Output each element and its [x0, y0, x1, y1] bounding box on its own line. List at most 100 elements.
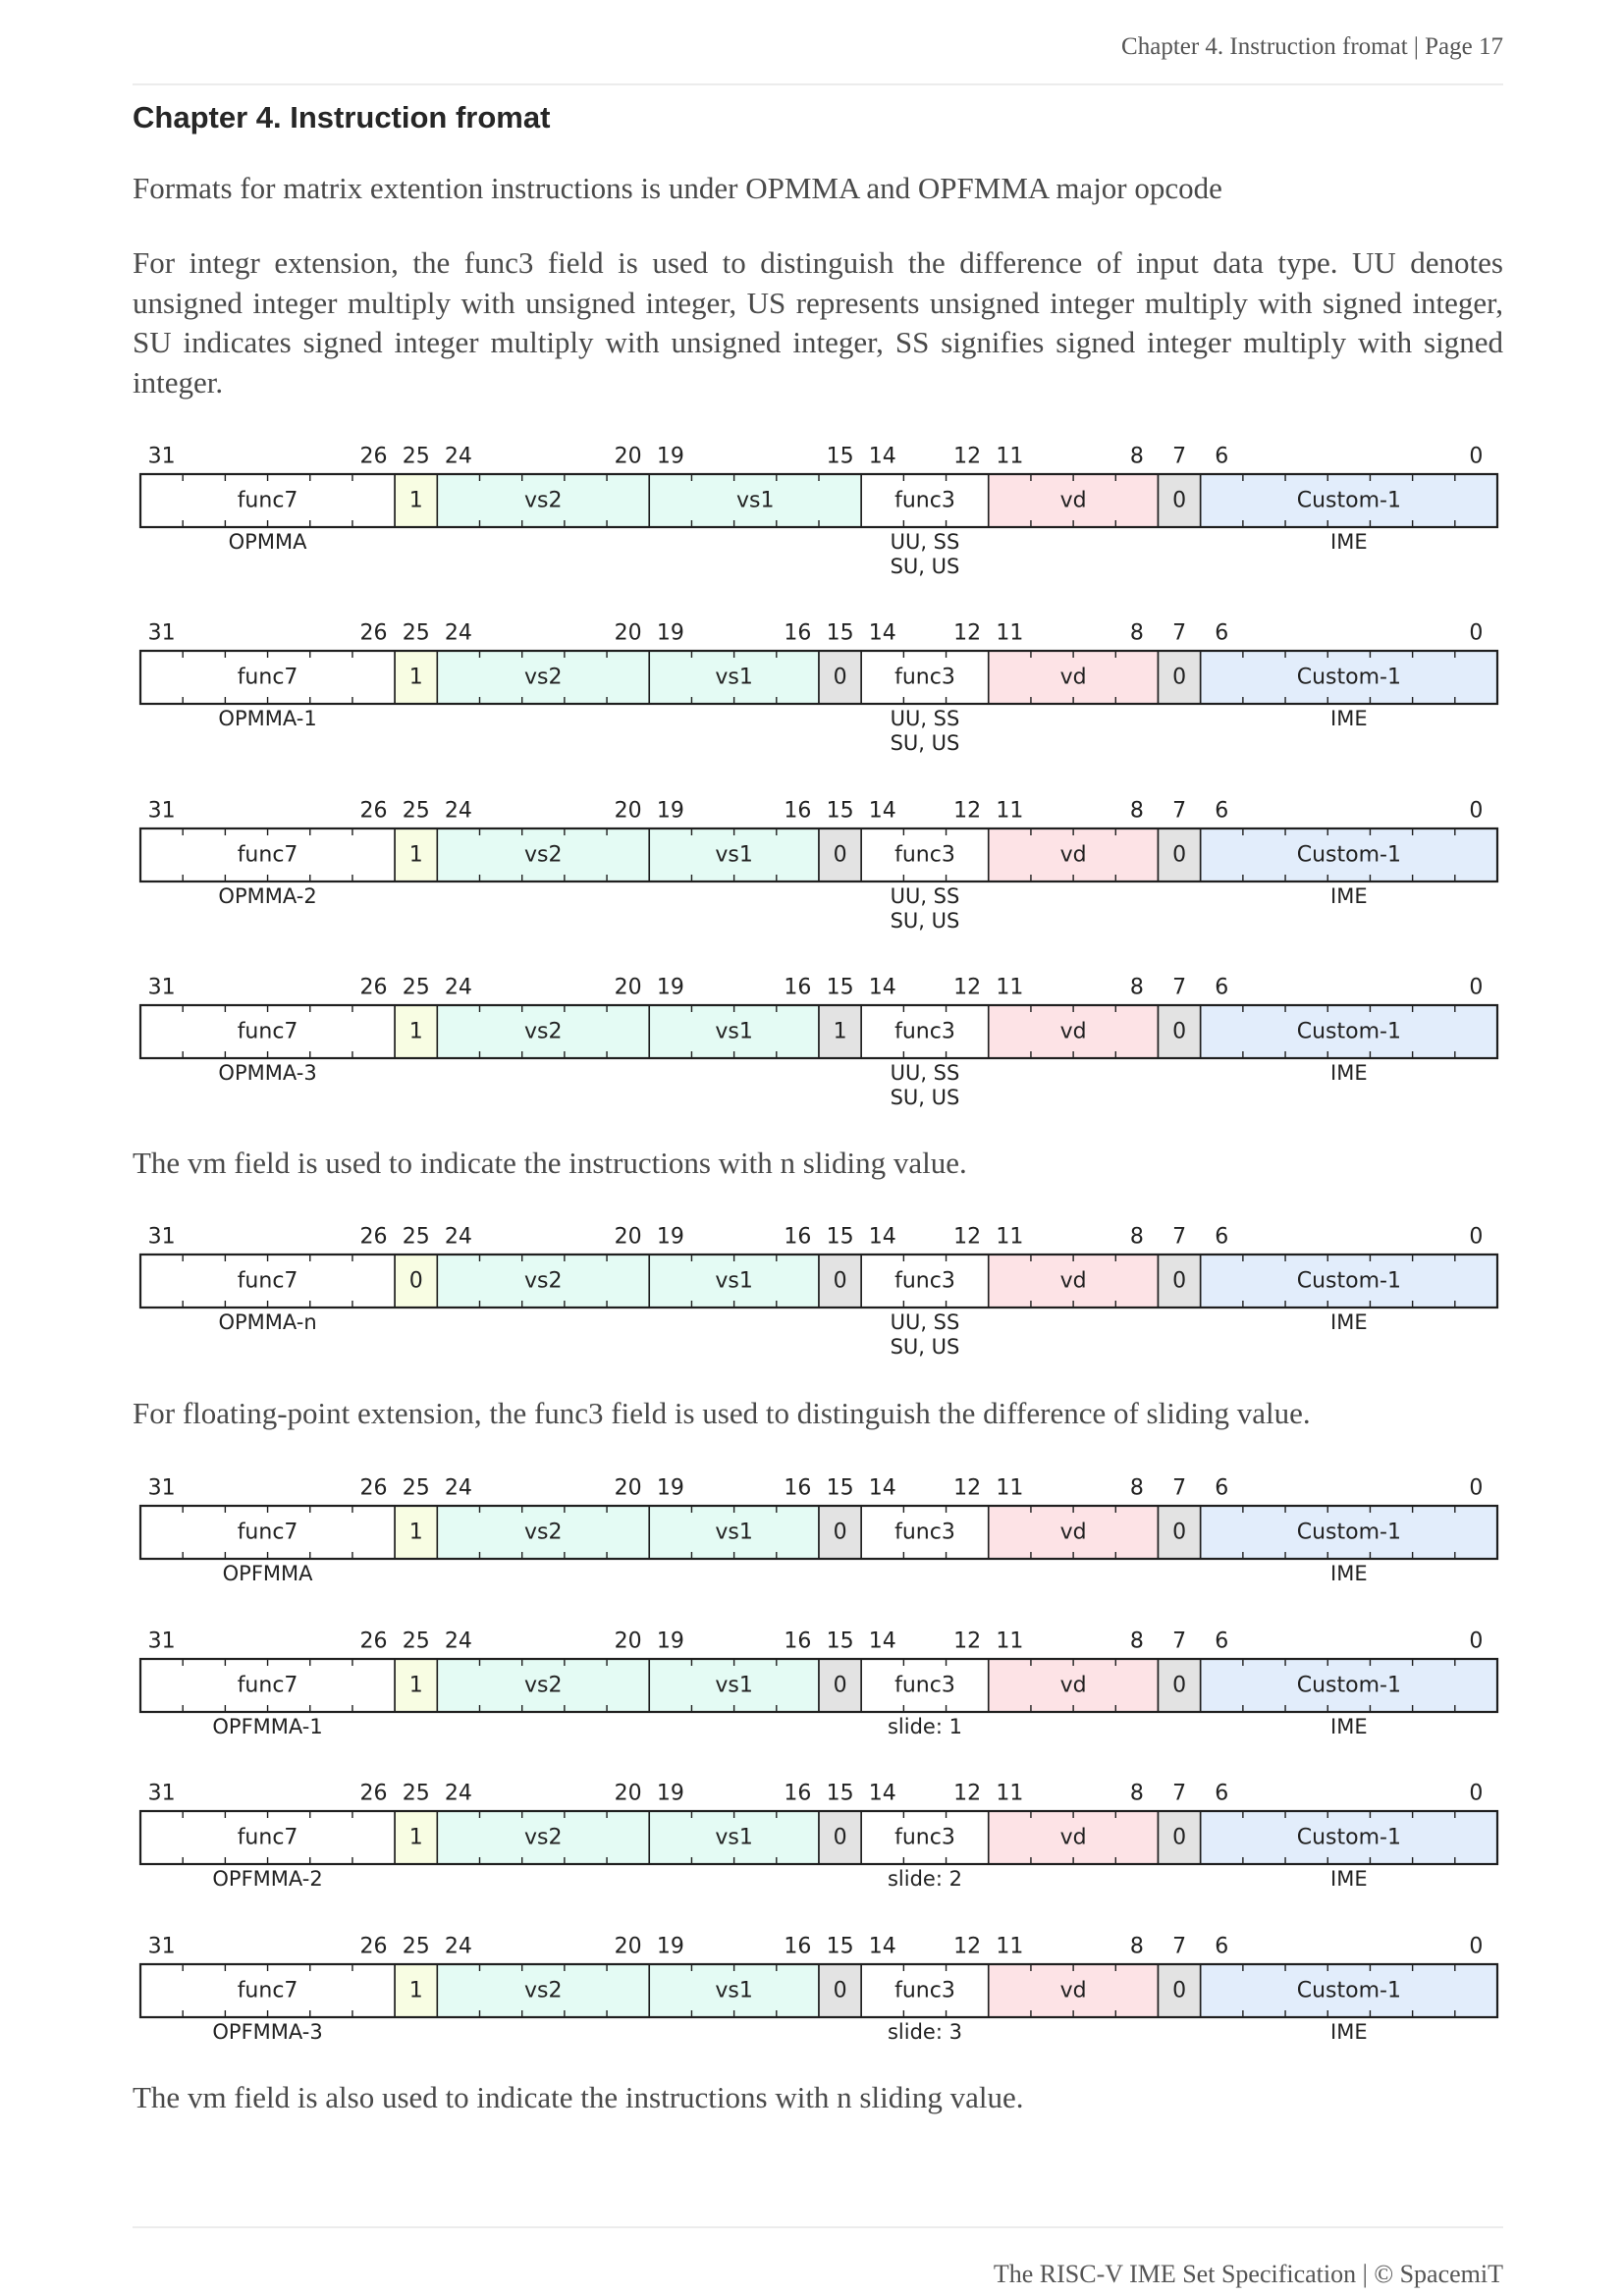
bit-number-lsb: 26: [360, 976, 388, 1000]
bit-number-msb: 19: [657, 1476, 684, 1501]
field-box: [818, 1963, 862, 2018]
bit-number-msb: 11: [996, 799, 1023, 824]
bit-number-msb: 11: [996, 976, 1023, 1000]
field-name: func7: [238, 1826, 298, 1850]
field-vd: vd 11 8: [987, 1629, 1160, 1713]
bit-number-lsb: 26: [360, 445, 388, 469]
bit-number-lsb: 20: [615, 445, 642, 469]
field-name: 0: [1172, 1521, 1186, 1545]
bit-number-msb: 7: [1172, 621, 1186, 646]
bit-number-msb: 6: [1215, 1476, 1228, 1501]
field-bit-25: 1 25: [394, 1935, 439, 2018]
field-custom-1: Custom-1 6 0 IME: [1199, 1935, 1498, 2044]
bit-number-lsb: 8: [1130, 445, 1144, 469]
field-bit-15: 0 15: [818, 1782, 862, 1865]
bit-number-msb: 11: [996, 1782, 1023, 1806]
floating-point-extension-paragraph: For floating-point extension, the func3 …: [133, 1396, 1311, 1430]
bit-number-msb: 6: [1215, 976, 1228, 1000]
field-name: vs1: [715, 1269, 752, 1294]
running-header: Chapter 4. Instruction fromat | Page 17: [1121, 33, 1503, 60]
field-name: 1: [409, 1826, 423, 1850]
bit-number-msb: 25: [403, 976, 430, 1000]
field-name: func3: [894, 1020, 955, 1044]
field-name: func7: [238, 1020, 298, 1044]
bit-number-msb: 6: [1215, 445, 1228, 469]
bit-number-msb: 19: [657, 799, 684, 824]
field-name: vd: [1060, 666, 1087, 690]
field-name: vs1: [715, 1979, 752, 2003]
field-vd: vd 11 8: [987, 1476, 1160, 1560]
bit-number-msb: 7: [1172, 445, 1186, 469]
field-note: slide: 3: [888, 2020, 962, 2044]
field-name: vs2: [524, 1020, 562, 1044]
bit-number-msb: 24: [445, 1782, 472, 1806]
field-vs2: vs2 24 20: [436, 976, 651, 1059]
field-name: func3: [894, 1269, 955, 1294]
field-vs1: vs1 19 16: [648, 1935, 820, 2018]
bit-number-lsb: 16: [784, 1225, 811, 1250]
field-custom-1: Custom-1 6 0 IME: [1199, 976, 1498, 1085]
format-border: [138, 1809, 1499, 1866]
field-name: Custom-1: [1297, 1979, 1401, 2003]
field-bit-7: 07: [1157, 976, 1202, 1059]
bit-number-lsb: 0: [1469, 799, 1483, 824]
bit-number-msb: 6: [1215, 1225, 1228, 1250]
field-name: func3: [894, 843, 955, 868]
field-box: [436, 1505, 651, 1560]
bit-number-lsb: 16: [784, 1935, 811, 1959]
field-bit-7: 07: [1157, 1629, 1202, 1713]
field-note: OPMMA-1: [218, 707, 316, 730]
field-box: [860, 1963, 990, 2018]
field-custom-1: Custom-1 6 0 IME: [1199, 799, 1498, 908]
bit-number-lsb: 0: [1469, 621, 1483, 646]
field-custom-1: Custom-1 6 0 IME: [1199, 1225, 1498, 1334]
bit-number-lsb: 16: [784, 1476, 811, 1501]
field-box: [1157, 1658, 1202, 1713]
bit-number-msb: 15: [827, 1476, 854, 1501]
bit-number-msb: 25: [403, 799, 430, 824]
field-name: 0: [1172, 1826, 1186, 1850]
bit-number-msb: 6: [1215, 1629, 1228, 1654]
vm-field-paragraph: The vm field is used to indicate the ins…: [133, 1146, 967, 1180]
field-vs1: vs1 19 16: [648, 1476, 820, 1560]
field-name: Custom-1: [1297, 843, 1401, 868]
field-custom-1: Custom-1 6 0 IME: [1199, 445, 1498, 554]
field-func7: func7 31 26 OPMMA-3: [139, 976, 396, 1085]
field-box: [139, 1004, 396, 1059]
field-vs1: vs1 19 16: [648, 1782, 820, 1865]
format-border: [138, 1003, 1499, 1060]
field-name: 0: [409, 1269, 423, 1294]
bit-number-lsb: 20: [615, 1935, 642, 1959]
field-note: SU, US: [891, 1086, 960, 1109]
field-func7: func7 31 26 OPFMMA-2: [139, 1782, 396, 1891]
field-bit-15: 0 15: [818, 1629, 862, 1713]
field-box: [1157, 1810, 1202, 1865]
bit-number-msb: 15: [827, 1935, 854, 1959]
instruction-format-1: func7 31 26 OPMMA 1 25 vs2 24 20 vs1 19 15 func3 14 12…: [138, 445, 1499, 578]
bit-number-msb: 19: [657, 445, 684, 469]
field-bit-15: 1 15: [818, 976, 862, 1059]
bit-number-lsb: 26: [360, 1225, 388, 1250]
bit-number-lsb: 26: [360, 1935, 388, 1959]
field-box: [1199, 1963, 1498, 2018]
bit-number-msb: 7: [1172, 1782, 1186, 1806]
field-box: [139, 1505, 396, 1560]
bit-number-lsb: 0: [1469, 1782, 1483, 1806]
bit-number-msb: 15: [827, 1629, 854, 1654]
field-note: OPMMA-2: [218, 884, 316, 908]
field-vs2: vs2 24 20: [436, 1935, 651, 2018]
field-name: 0: [834, 1269, 847, 1294]
bit-number-lsb: 12: [953, 445, 981, 469]
field-box: [436, 473, 651, 528]
field-name: vs1: [715, 1020, 752, 1044]
field-name: vs2: [524, 489, 562, 513]
bit-number-msb: 25: [403, 1935, 430, 1959]
field-box: [860, 650, 990, 705]
field-vs2: vs2 24 20: [436, 799, 651, 882]
bit-number-lsb: 20: [615, 1782, 642, 1806]
field-note: IME: [1330, 707, 1368, 730]
field-vd: vd 11 8: [987, 1225, 1160, 1308]
field-func3: func3 14 12 slide: 3: [860, 1935, 990, 2044]
field-note: IME: [1330, 884, 1368, 908]
